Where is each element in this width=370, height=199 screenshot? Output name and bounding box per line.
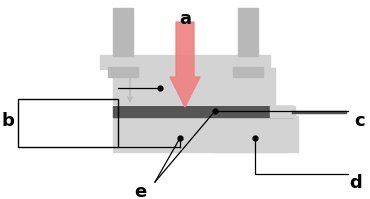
Bar: [238, 8, 258, 56]
Bar: [113, 106, 293, 117]
Bar: [270, 106, 295, 117]
Bar: [113, 8, 133, 56]
Bar: [213, 116, 298, 152]
Bar: [113, 116, 288, 152]
Text: a: a: [179, 10, 191, 28]
Text: b: b: [1, 112, 14, 130]
Bar: [233, 67, 263, 77]
FancyArrow shape: [170, 22, 200, 107]
Bar: [113, 68, 275, 104]
Bar: [18, 99, 118, 147]
Text: c: c: [355, 112, 365, 130]
Bar: [100, 55, 270, 69]
Bar: [108, 67, 138, 77]
Text: d: d: [350, 174, 362, 192]
Text: e: e: [134, 183, 146, 199]
